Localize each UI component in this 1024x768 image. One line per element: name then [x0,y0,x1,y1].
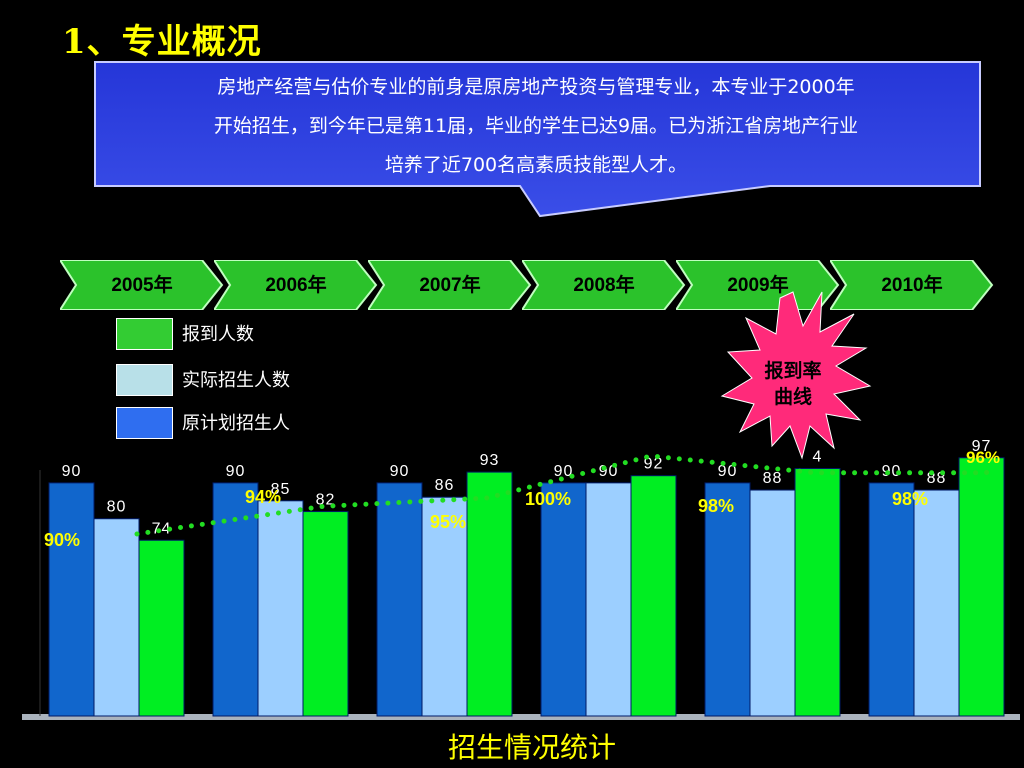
chart-baseline [22,714,1020,720]
year-label: 2008年 [573,275,635,296]
rate-end-label: 96% [966,448,1000,467]
legend-swatch-enrolled [116,364,173,396]
burst-label: 报到率 曲线 [752,358,834,410]
intro-text: 房地产经营与估价专业的前身是原房地产投资与管理专业，本专业于2000年 开始招生… [100,68,972,185]
bar-value-label: 90 [226,463,246,480]
year-label: 2006年 [265,275,327,296]
bar-value-label: 74 [152,520,172,537]
bar-value-label: 90 [390,463,410,480]
bar [257,500,304,717]
bar-value-label: 4 [813,449,823,466]
rate-label: 90% [44,530,80,550]
year-arrow-2010: 2010年 [828,259,994,311]
year-label: 2009年 [727,275,789,296]
bar-value-label: 90 [554,463,574,480]
bar [138,539,185,717]
rate-line [134,453,999,537]
bar-value-label: 82 [316,492,336,509]
bar-value-label: 90 [882,463,902,480]
year-label: 2005年 [111,275,173,296]
intro-line: 开始招生，到今年已是第11届，毕业的学生已达9届。已为浙江省房地产行业 [213,115,859,137]
bar [421,496,468,717]
bar [958,457,1005,717]
rate-label: 95% [430,512,466,532]
bar-value-label: 90 [62,463,82,480]
bar-value-label: 97 [972,438,992,455]
bar [540,482,587,717]
bar [466,471,513,717]
legend-label: 原计划招生人 [182,413,290,434]
intro-callout [94,61,981,218]
burst-label-line: 曲线 [773,386,812,408]
legend-swatch-reported [116,318,173,350]
year-label: 2007年 [419,275,481,296]
year-arrow-2005: 2005年 [58,259,224,311]
legend-label: 报到人数 [182,324,254,345]
bar [868,482,915,717]
bar-value-label: 92 [644,456,664,473]
bar-value-label: 85 [271,481,291,498]
year-arrow-2006: 2006年 [212,259,378,311]
bar-value-label: 88 [763,470,783,487]
bar [376,482,423,717]
rate-label: 100% [525,489,571,509]
year-arrow-2007: 2007年 [366,259,532,311]
bar-value-label: 90 [718,463,738,480]
rate-label: 94% [245,487,281,507]
bar [302,511,349,717]
rate-label: 98% [892,489,928,509]
bar-value-label: 80 [107,499,127,516]
rate-label: 98% [698,496,734,516]
bar-value-label: 86 [435,477,455,494]
bar-value-label: 93 [480,452,500,469]
intro-line: 培养了近700名高素质技能型人才。 [384,154,688,176]
burst-label-line: 报到率 [764,360,822,382]
year-label: 2010年 [881,275,943,296]
bar [630,475,677,717]
intro-line: 房地产经营与估价专业的前身是原房地产投资与管理专业，本专业于2000年 [217,76,855,98]
year-arrow-2008: 2008年 [520,259,686,311]
legend-swatch-planned [116,407,173,439]
bar [913,489,960,717]
slide-title: 1、专业概况 [62,22,262,62]
chart-title: 招生情况统计 [447,731,616,764]
bar [794,468,841,717]
legend-label: 实际招生人数 [182,370,290,391]
bar [48,482,95,717]
